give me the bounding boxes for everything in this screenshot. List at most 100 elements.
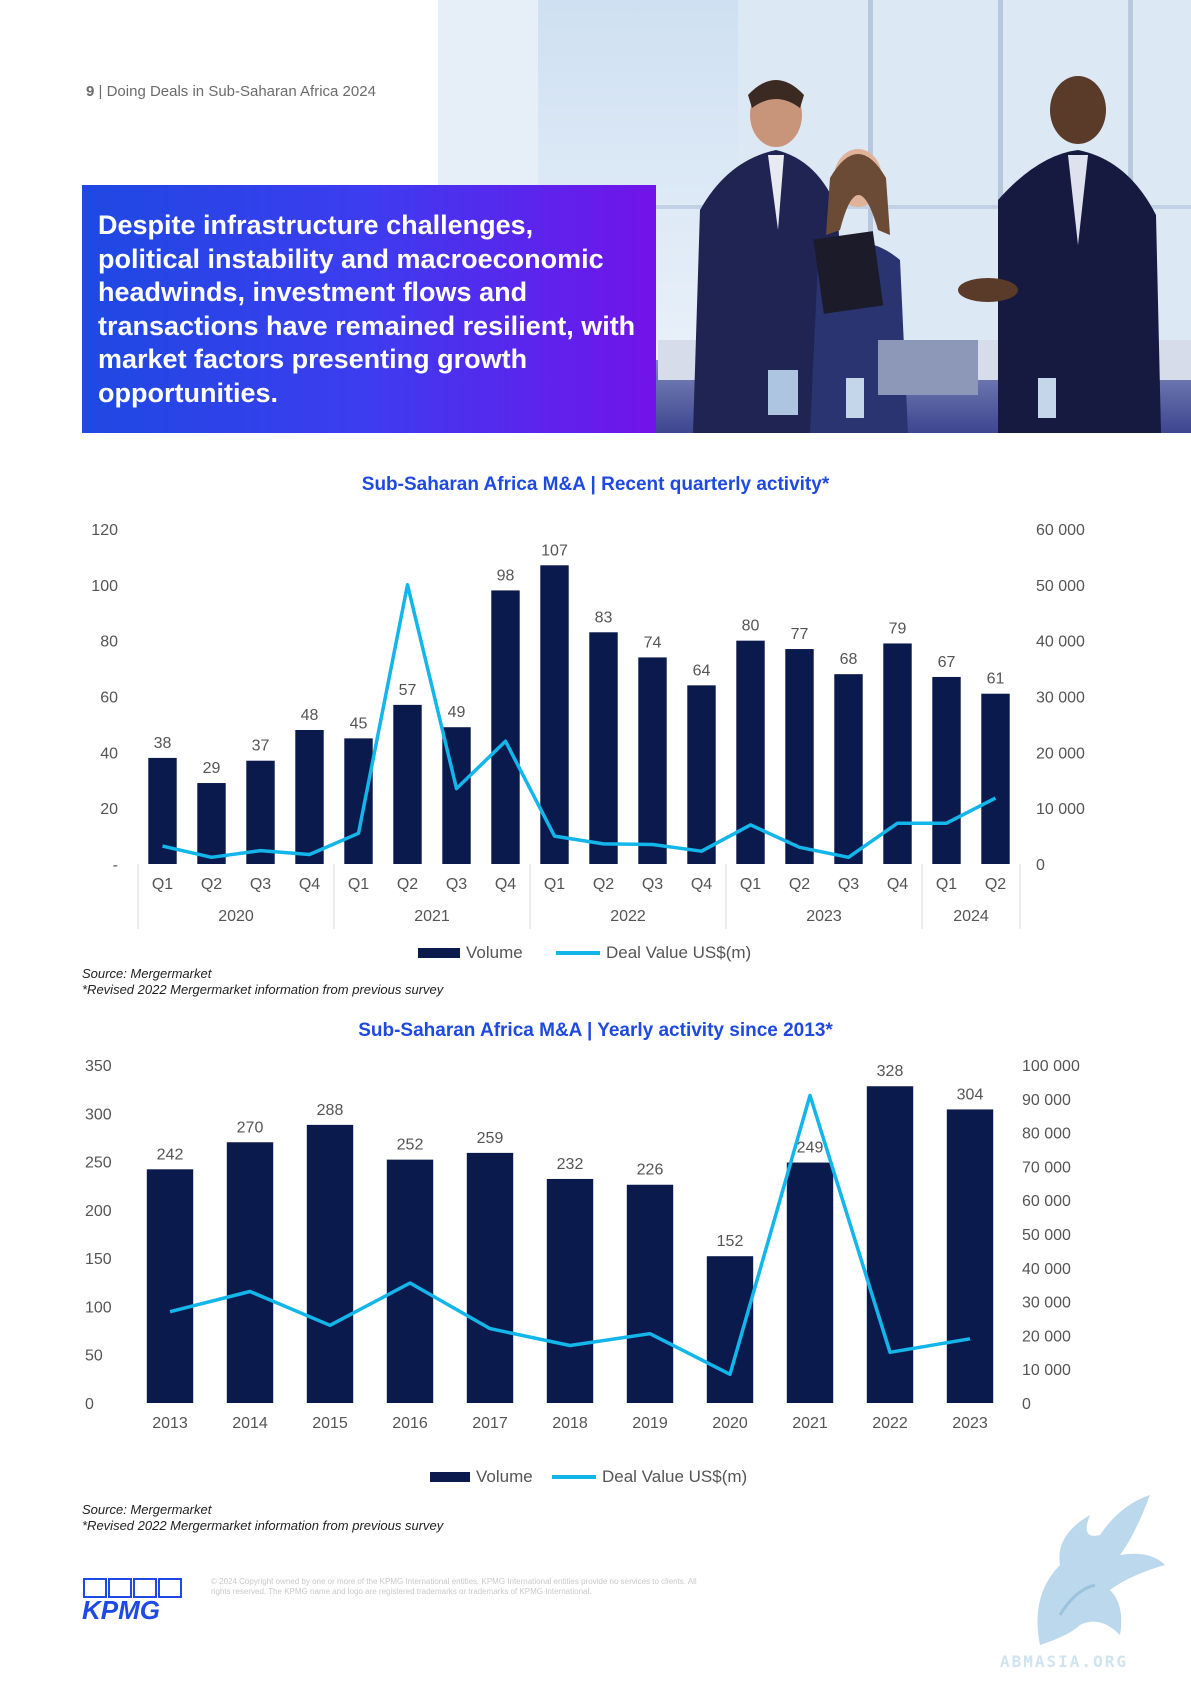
volume-data-label: 242 bbox=[157, 1146, 184, 1163]
yearly-chart-source: Source: Mergermarket bbox=[82, 1502, 212, 1517]
x-axis-category-label: 2021 bbox=[792, 1415, 828, 1432]
x-axis-category-label: Q1 bbox=[544, 876, 565, 893]
left-axis-tick-label: 100 bbox=[91, 578, 118, 595]
volume-bar bbox=[706, 1256, 754, 1403]
volume-data-label: 259 bbox=[477, 1130, 504, 1147]
yearly-activity-chart: 0 50 100 150 200 250 300 350 0 10 000 20 000 30 000… bbox=[85, 1058, 1080, 1486]
volume-bar bbox=[491, 590, 520, 864]
abmasia-watermark-logo bbox=[1000, 1495, 1170, 1655]
kpmg-logo: KPMG bbox=[82, 1577, 186, 1628]
x-axis-category-label: Q4 bbox=[691, 876, 712, 893]
left-axis-tick-label: 100 bbox=[85, 1299, 112, 1316]
left-axis-tick-label: - bbox=[113, 857, 118, 874]
volume-data-label: 57 bbox=[399, 682, 417, 699]
x-axis-category-label: Q3 bbox=[838, 876, 859, 893]
x-axis-category-label: 2018 bbox=[552, 1415, 588, 1432]
right-axis-tick-label: 50 000 bbox=[1022, 1227, 1071, 1244]
left-axis-tick-label: 200 bbox=[85, 1203, 112, 1220]
left-axis-tick-label: 250 bbox=[85, 1155, 112, 1172]
yearly-chart-footnote: *Revised 2022 Mergermarket information f… bbox=[82, 1518, 444, 1533]
key-message-callout: Despite infrastructure challenges, polit… bbox=[82, 185, 656, 433]
x-axis-category-label: Q4 bbox=[495, 876, 516, 893]
volume-data-label: 288 bbox=[317, 1102, 344, 1119]
left-axis-tick-label: 350 bbox=[85, 1058, 112, 1075]
volume-data-label: 107 bbox=[541, 542, 568, 559]
volume-data-label: 29 bbox=[203, 760, 221, 777]
legend-deal-value-label: Deal Value US$(m) bbox=[602, 1467, 747, 1486]
x-axis-category-label: Q3 bbox=[642, 876, 663, 893]
callout-text: Despite infrastructure challenges, polit… bbox=[98, 210, 636, 408]
volume-bar bbox=[344, 738, 373, 864]
left-axis-tick-label: 40 bbox=[100, 745, 118, 762]
deal-value-line bbox=[162, 583, 997, 860]
volume-bar bbox=[197, 783, 226, 864]
x-axis-category-label: 2014 bbox=[232, 1415, 268, 1432]
volume-bar bbox=[866, 1086, 914, 1403]
right-axis-tick-label: 60 000 bbox=[1036, 522, 1085, 539]
volume-bar bbox=[393, 704, 422, 864]
x-axis-category-label: 2017 bbox=[472, 1415, 508, 1432]
volume-bar bbox=[466, 1152, 514, 1403]
volume-data-label: 270 bbox=[237, 1119, 264, 1136]
quarterly-chart-source: Source: Mergermarket bbox=[82, 966, 212, 981]
x-axis-category-label: Q1 bbox=[152, 876, 173, 893]
left-axis-tick-label: 150 bbox=[85, 1251, 112, 1268]
volume-data-label: 49 bbox=[448, 704, 466, 721]
volume-bar bbox=[226, 1142, 274, 1403]
right-axis-tick-label: 40 000 bbox=[1022, 1261, 1071, 1278]
right-axis-tick-label: 60 000 bbox=[1022, 1193, 1071, 1210]
volume-data-label: 37 bbox=[252, 738, 270, 755]
quarterly-activity-chart: - 20 40 60 80 100 120 0 10 000 20 000 30 000 40 000… bbox=[91, 522, 1085, 962]
x-axis-category-label: Q1 bbox=[348, 876, 369, 893]
volume-bar bbox=[306, 1124, 354, 1403]
page-header: 9 | Doing Deals in Sub-Saharan Africa 20… bbox=[86, 83, 376, 100]
volume-data-label: 83 bbox=[595, 609, 613, 626]
x-axis-category-label: 2022 bbox=[872, 1415, 908, 1432]
quarterly-chart-title: Sub-Saharan Africa M&A | Recent quarterl… bbox=[361, 474, 830, 495]
x-axis-category-label: Q4 bbox=[299, 876, 320, 893]
left-axis-tick-label: 300 bbox=[85, 1106, 112, 1123]
left-axis-tick-label: 20 bbox=[100, 801, 118, 818]
volume-data-label: 48 bbox=[301, 707, 319, 724]
yearly-chart-title: Sub-Saharan Africa M&A | Yearly activity… bbox=[358, 1020, 833, 1041]
x-axis-category-label: Q3 bbox=[250, 876, 271, 893]
volume-data-label: 328 bbox=[877, 1063, 904, 1080]
volume-data-label: 232 bbox=[557, 1156, 584, 1173]
deal-value-line bbox=[169, 1093, 971, 1377]
volume-data-label: 226 bbox=[637, 1162, 664, 1179]
x-axis-year-label: 2022 bbox=[610, 908, 646, 925]
x-axis-year-label: 2023 bbox=[806, 908, 842, 925]
yearly-chart-notes: Source: Mergermarket *Revised 2022 Merge… bbox=[82, 1502, 443, 1534]
legend-volume-swatch bbox=[418, 948, 460, 958]
right-axis-tick-label: 90 000 bbox=[1022, 1092, 1071, 1109]
left-axis-tick-label: 60 bbox=[100, 690, 118, 707]
left-axis-tick-label: 0 bbox=[85, 1396, 94, 1413]
volume-bar bbox=[638, 657, 667, 864]
x-axis-category-label: 2013 bbox=[152, 1415, 188, 1432]
volume-bar bbox=[146, 1169, 194, 1403]
copyright-notice: © 2024 Copyright owned by one or more of… bbox=[211, 1577, 697, 1596]
x-axis-category-label: Q1 bbox=[740, 876, 761, 893]
kpmg-logo-text: KPMG bbox=[82, 1595, 160, 1623]
volume-bar bbox=[932, 676, 961, 864]
x-axis-category-label: 2023 bbox=[952, 1415, 988, 1432]
volume-bar bbox=[546, 1178, 594, 1403]
abmasia-watermark-text: ABMASIA.ORG bbox=[1000, 1652, 1128, 1671]
x-axis-year-label: 2024 bbox=[953, 908, 989, 925]
x-axis-category-label: Q2 bbox=[397, 876, 418, 893]
x-axis-category-label: Q4 bbox=[887, 876, 908, 893]
volume-bar bbox=[883, 643, 912, 864]
volume-bar bbox=[786, 1162, 834, 1403]
page-number: 9 bbox=[86, 83, 95, 100]
right-axis-tick-label: 80 000 bbox=[1022, 1126, 1071, 1143]
volume-bar bbox=[785, 649, 814, 864]
x-axis-category-label: Q2 bbox=[593, 876, 614, 893]
x-axis-category-label: Q2 bbox=[789, 876, 810, 893]
volume-bar bbox=[834, 674, 863, 864]
left-axis-tick-label: 120 bbox=[91, 522, 118, 539]
right-axis-tick-label: 0 bbox=[1022, 1396, 1031, 1413]
x-axis-category-label: Q3 bbox=[446, 876, 467, 893]
volume-data-label: 68 bbox=[840, 651, 858, 668]
right-axis-tick-label: 40 000 bbox=[1036, 634, 1085, 651]
volume-bar bbox=[946, 1109, 994, 1403]
